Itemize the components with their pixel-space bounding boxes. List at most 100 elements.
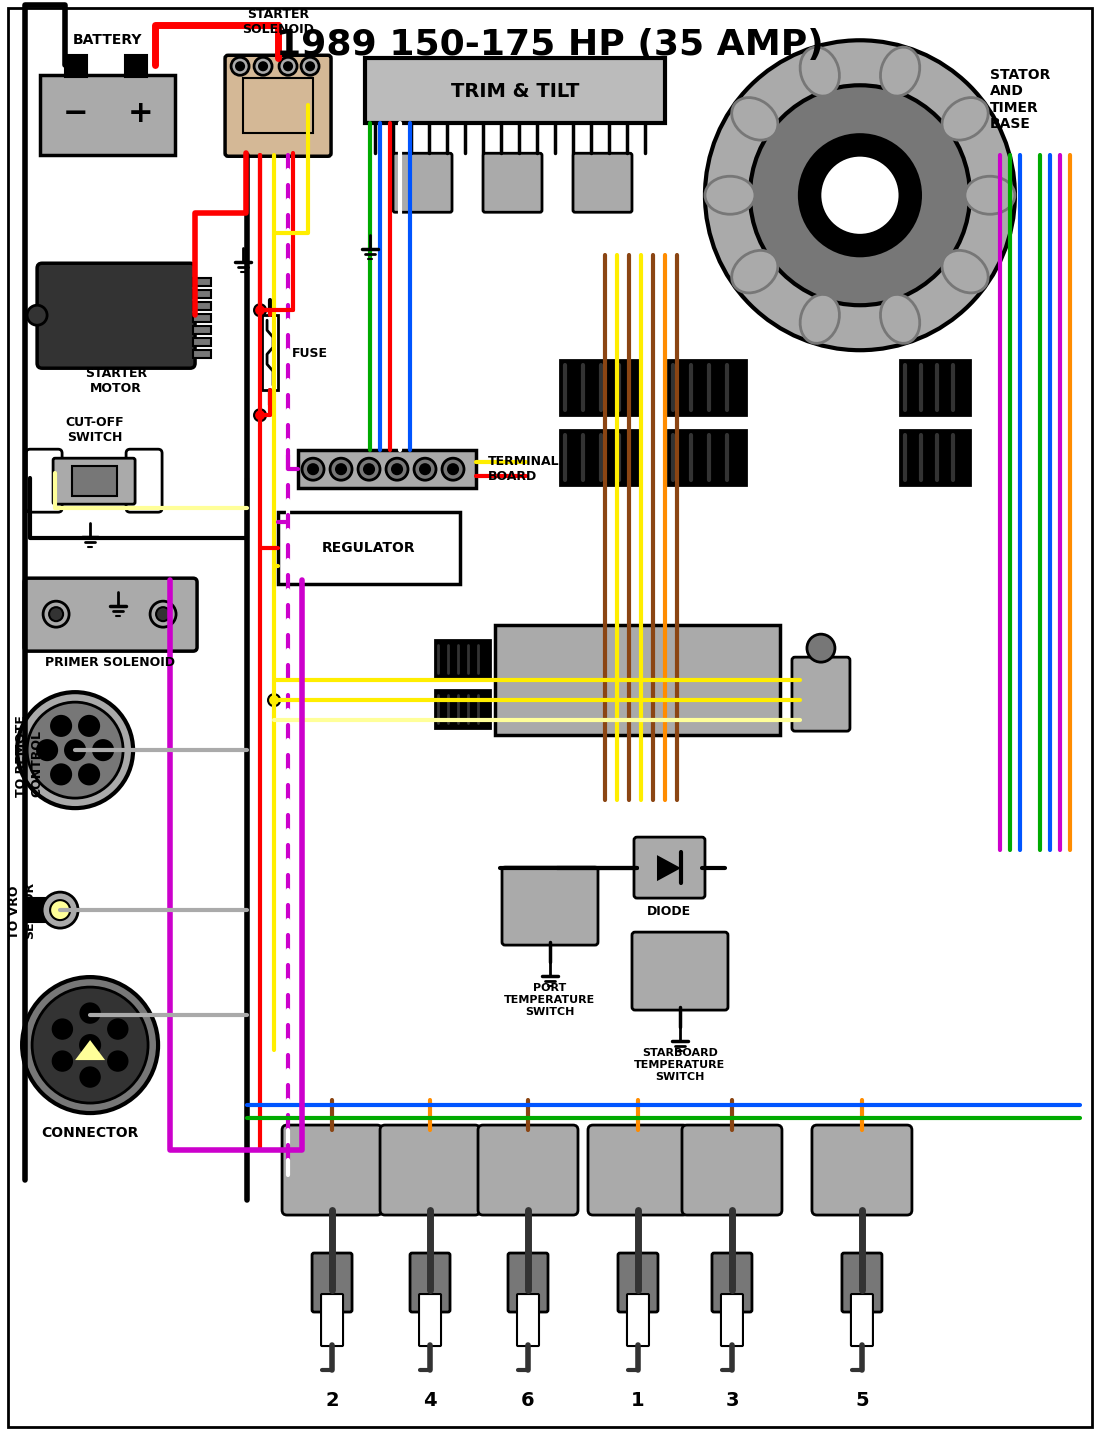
Bar — [194, 350, 211, 359]
FancyBboxPatch shape — [37, 263, 195, 369]
Text: 3: 3 — [725, 1391, 739, 1409]
Bar — [262, 316, 278, 390]
Circle shape — [50, 607, 63, 621]
FancyBboxPatch shape — [682, 1125, 782, 1215]
Circle shape — [330, 458, 352, 481]
Bar — [900, 360, 970, 415]
Circle shape — [268, 695, 280, 706]
Circle shape — [150, 601, 176, 627]
Circle shape — [236, 62, 244, 70]
Bar — [40, 75, 175, 155]
FancyBboxPatch shape — [312, 1253, 352, 1312]
Bar — [194, 303, 211, 310]
Circle shape — [358, 458, 379, 481]
Ellipse shape — [942, 98, 988, 141]
FancyBboxPatch shape — [632, 933, 728, 1010]
FancyBboxPatch shape — [627, 1294, 649, 1346]
FancyBboxPatch shape — [282, 1125, 382, 1215]
Bar — [365, 59, 666, 123]
FancyBboxPatch shape — [26, 449, 62, 512]
Circle shape — [448, 464, 458, 474]
Text: 2: 2 — [326, 1391, 339, 1409]
FancyBboxPatch shape — [842, 1253, 882, 1312]
Circle shape — [392, 464, 402, 474]
Text: CUT-OFF
SWITCH: CUT-OFF SWITCH — [66, 416, 124, 445]
Circle shape — [79, 765, 99, 785]
Circle shape — [364, 464, 374, 474]
Ellipse shape — [942, 250, 988, 293]
FancyBboxPatch shape — [502, 867, 598, 946]
Circle shape — [108, 1050, 128, 1071]
FancyBboxPatch shape — [634, 837, 705, 898]
Circle shape — [705, 40, 1015, 350]
Text: CONNECTOR: CONNECTOR — [42, 1126, 139, 1139]
Circle shape — [301, 57, 319, 75]
FancyBboxPatch shape — [792, 657, 850, 732]
Circle shape — [336, 464, 346, 474]
Text: −: − — [63, 99, 88, 128]
Text: STATOR
AND
TIMER
BASE: STATOR AND TIMER BASE — [990, 69, 1050, 131]
Text: 5: 5 — [855, 1391, 869, 1409]
FancyBboxPatch shape — [321, 1294, 343, 1346]
Bar — [668, 360, 746, 415]
Text: TO VRO
SENSOR: TO VRO SENSOR — [8, 883, 36, 940]
FancyBboxPatch shape — [483, 154, 542, 212]
Bar — [194, 326, 211, 334]
Bar — [125, 56, 147, 77]
Circle shape — [279, 57, 297, 75]
Circle shape — [807, 634, 835, 662]
FancyBboxPatch shape — [126, 449, 162, 512]
Circle shape — [254, 57, 272, 75]
Ellipse shape — [965, 177, 1015, 214]
Bar — [25, 898, 51, 923]
Polygon shape — [75, 1040, 106, 1060]
Circle shape — [65, 740, 85, 761]
FancyBboxPatch shape — [419, 1294, 441, 1346]
Circle shape — [51, 900, 70, 920]
FancyBboxPatch shape — [226, 56, 331, 156]
Polygon shape — [657, 855, 681, 881]
Text: STARTER
SOLENOID: STARTER SOLENOID — [242, 9, 314, 36]
Circle shape — [53, 1019, 73, 1039]
Circle shape — [800, 135, 920, 255]
Circle shape — [284, 62, 293, 70]
Ellipse shape — [732, 250, 778, 293]
Circle shape — [79, 716, 99, 736]
Text: +: + — [128, 99, 153, 128]
FancyBboxPatch shape — [393, 154, 452, 212]
Circle shape — [80, 1035, 100, 1055]
Bar — [243, 79, 314, 133]
Circle shape — [254, 409, 266, 422]
Text: TO REMOTE
CONTROL: TO REMOTE CONTROL — [15, 715, 43, 796]
Bar — [194, 278, 211, 286]
FancyBboxPatch shape — [410, 1253, 450, 1312]
FancyBboxPatch shape — [851, 1294, 873, 1346]
FancyBboxPatch shape — [618, 1253, 658, 1312]
Text: 6: 6 — [521, 1391, 535, 1409]
Ellipse shape — [800, 294, 839, 343]
Circle shape — [156, 607, 170, 621]
FancyBboxPatch shape — [720, 1294, 742, 1346]
Bar — [278, 512, 460, 584]
Bar — [560, 360, 638, 415]
Text: PRIMER SOLENOID: PRIMER SOLENOID — [45, 656, 175, 669]
Circle shape — [108, 1019, 128, 1039]
Bar — [560, 430, 638, 485]
Text: DIODE: DIODE — [647, 904, 691, 917]
Text: PORT
TEMPERATURE
SWITCH: PORT TEMPERATURE SWITCH — [505, 983, 595, 1016]
FancyBboxPatch shape — [478, 1125, 578, 1215]
FancyBboxPatch shape — [517, 1294, 539, 1346]
FancyBboxPatch shape — [712, 1253, 752, 1312]
Ellipse shape — [880, 294, 920, 343]
Ellipse shape — [705, 177, 755, 214]
Circle shape — [18, 692, 133, 808]
Text: REGULATOR: REGULATOR — [322, 541, 416, 555]
Circle shape — [51, 716, 72, 736]
Bar — [65, 56, 87, 77]
FancyBboxPatch shape — [53, 458, 135, 504]
Circle shape — [32, 987, 148, 1104]
Circle shape — [231, 57, 249, 75]
Ellipse shape — [880, 47, 920, 96]
Bar — [73, 466, 117, 497]
FancyBboxPatch shape — [573, 154, 632, 212]
